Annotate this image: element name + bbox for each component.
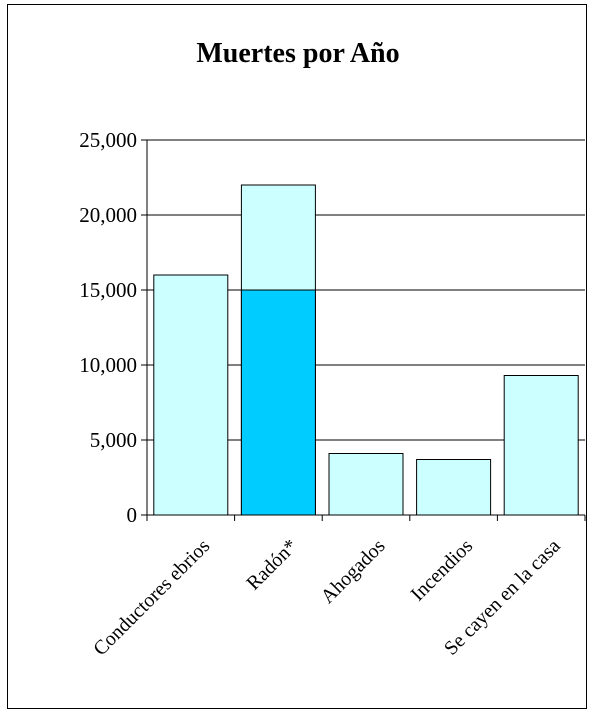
bar-highlight <box>240 289 316 516</box>
y-tick-label: 20,000 <box>79 203 137 227</box>
bar <box>416 459 492 516</box>
chart-title: Muertes por Año <box>196 38 400 69</box>
y-tick-label: 15,000 <box>79 278 137 302</box>
x-tick-label: Radón* <box>242 535 302 595</box>
y-tick-label: 25,000 <box>79 128 137 152</box>
y-tick-label: 0 <box>127 503 138 527</box>
x-tick-label: Ahogados <box>317 535 390 608</box>
bar <box>328 453 404 516</box>
bar <box>503 375 579 516</box>
bar <box>153 274 229 516</box>
x-tick-label: Conductores ebrios <box>89 535 214 660</box>
x-tick-label: Incendios <box>407 535 478 606</box>
y-tick-label: 5,000 <box>90 428 137 452</box>
y-tick-label: 10,000 <box>79 353 137 377</box>
